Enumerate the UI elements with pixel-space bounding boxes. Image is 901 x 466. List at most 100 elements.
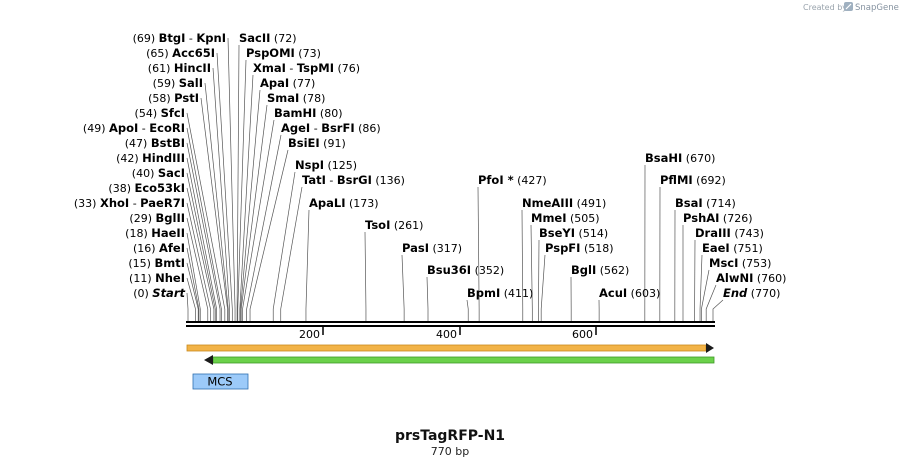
site-label[interactable]: AcuI (603) <box>599 286 660 300</box>
site-label[interactable]: TatI - BsrGI (136) <box>302 173 405 187</box>
site-label[interactable]: BsaHI (670) <box>645 151 715 165</box>
site-label[interactable]: PfoI * (427) <box>478 173 547 187</box>
leader-line <box>272 171 296 321</box>
site-label[interactable]: (49) ApoI - EcoRI <box>83 121 185 135</box>
site-label[interactable]: BseYI (514) <box>539 226 608 240</box>
site-label[interactable]: BamHI (80) <box>274 106 343 120</box>
site-label[interactable]: NspI (125) <box>295 158 357 172</box>
site-label[interactable]: PasI (317) <box>402 241 462 255</box>
site-label[interactable]: PshAI (726) <box>683 211 753 225</box>
site-label[interactable]: PflMI (692) <box>660 173 726 187</box>
site-label[interactable]: BpmI (411) <box>467 286 533 300</box>
site-label[interactable]: (54) SfcI <box>135 106 185 120</box>
arrowhead-left-icon <box>204 355 213 365</box>
site-label[interactable]: (29) BglII <box>129 211 185 225</box>
leader-line <box>538 239 540 321</box>
plasmid-length: 770 bp <box>431 445 469 458</box>
leader-line <box>186 127 222 321</box>
site-label[interactable]: BsaI (714) <box>675 196 736 210</box>
leader-line <box>705 284 717 321</box>
site-label[interactable]: TsoI (261) <box>365 218 423 232</box>
site-label[interactable]: End (770) <box>723 286 780 300</box>
leader-line <box>712 299 724 321</box>
site-label[interactable]: (42) HindIII <box>116 151 185 165</box>
site-label[interactable]: (65) Acc65I <box>146 46 215 60</box>
leader-line <box>186 112 226 321</box>
ruler: 200 400 600 <box>299 327 597 341</box>
site-label[interactable]: PspFI (518) <box>545 241 614 255</box>
orange-feature-arrow[interactable] <box>186 343 714 353</box>
leader-line <box>305 209 310 321</box>
leader-line <box>540 254 546 321</box>
mcs-feature[interactable]: MCS <box>192 373 249 390</box>
leader-line <box>216 52 233 321</box>
site-label[interactable]: (38) Eco53kI <box>108 181 185 195</box>
site-label[interactable]: (18) HaeII <box>125 226 185 240</box>
green-feature-arrow[interactable] <box>204 355 715 365</box>
leader-line <box>186 202 211 321</box>
site-label[interactable]: NmeAIII (491) <box>522 196 606 210</box>
leader-line <box>280 186 303 321</box>
site-labels: (0) Start(11) NheI(15) BmtI(16) AfeI(18)… <box>74 31 787 300</box>
site-label[interactable]: (15) BmtI <box>128 256 185 270</box>
leader-line <box>246 134 282 321</box>
leader-lines <box>186 37 724 321</box>
site-label[interactable]: AgeI - BsrFI (86) <box>281 121 381 135</box>
site-label[interactable]: (0) Start <box>133 286 185 300</box>
leader-line <box>530 224 533 321</box>
mcs-label: MCS <box>207 375 232 389</box>
site-label[interactable]: PspOMI (73) <box>246 46 321 60</box>
site-label[interactable]: ApaI (77) <box>260 76 315 90</box>
leader-line <box>240 104 268 321</box>
site-label[interactable]: (61) HincII <box>148 61 211 75</box>
leader-line <box>204 82 229 321</box>
leader-line <box>186 277 196 321</box>
credit-prefix: Created by <box>803 3 847 12</box>
leader-line <box>401 254 405 321</box>
leader-line <box>186 292 189 321</box>
site-label[interactable]: XmaI - TspMI (76) <box>253 61 360 75</box>
site-label[interactable]: AlwNI (760) <box>716 271 786 285</box>
leader-line <box>426 276 429 321</box>
leader-line <box>186 172 216 321</box>
snapgene-credit: Created by SnapGene <box>803 2 899 13</box>
site-label[interactable]: (33) XhoI - PaeR7I <box>74 196 185 210</box>
leader-line <box>186 262 199 321</box>
site-label[interactable]: MmeI (505) <box>531 211 600 225</box>
leader-line <box>701 269 710 321</box>
site-label[interactable]: BsiEI (91) <box>288 136 346 150</box>
leader-line <box>521 209 524 321</box>
sequence-backbone <box>186 321 715 327</box>
leader-line <box>249 149 289 321</box>
site-label[interactable]: EaeI (751) <box>702 241 763 255</box>
leader-line <box>240 89 261 321</box>
site-label[interactable]: SmaI (78) <box>267 91 325 105</box>
site-label[interactable]: SacII (72) <box>239 31 297 45</box>
site-label[interactable]: (69) BtgI - KpnI <box>133 31 226 45</box>
credit-brand: SnapGene <box>855 3 899 13</box>
site-label[interactable]: (11) NheI <box>129 271 185 285</box>
site-label[interactable]: Bsu36I (352) <box>427 263 504 277</box>
leader-line <box>477 186 480 321</box>
site-label[interactable]: (47) BstBI <box>125 136 185 150</box>
site-label[interactable]: (59) SalI <box>153 76 203 90</box>
leader-line <box>466 299 469 321</box>
site-label[interactable]: DraIII (743) <box>695 226 764 240</box>
plasmid-name: prsTagRFP-N1 <box>395 428 505 444</box>
ruler-tick-label: 200 <box>299 328 320 341</box>
leader-line <box>242 119 275 321</box>
leader-line <box>236 44 240 321</box>
site-label[interactable]: ApaLI (173) <box>309 196 379 210</box>
leader-line <box>186 187 215 321</box>
leader-line <box>699 254 703 321</box>
leader-line <box>200 97 228 321</box>
ruler-tick-label: 600 <box>572 328 593 341</box>
site-label[interactable]: (16) AfeI <box>133 241 185 255</box>
site-label[interactable]: (40) SacI <box>132 166 185 180</box>
site-label[interactable]: BglI (562) <box>571 263 629 277</box>
ruler-tick-label: 400 <box>436 328 457 341</box>
features: MCS <box>186 343 715 390</box>
leader-line <box>186 217 209 321</box>
site-label[interactable]: (58) PstI <box>148 91 199 105</box>
site-label[interactable]: MscI (753) <box>709 256 771 270</box>
